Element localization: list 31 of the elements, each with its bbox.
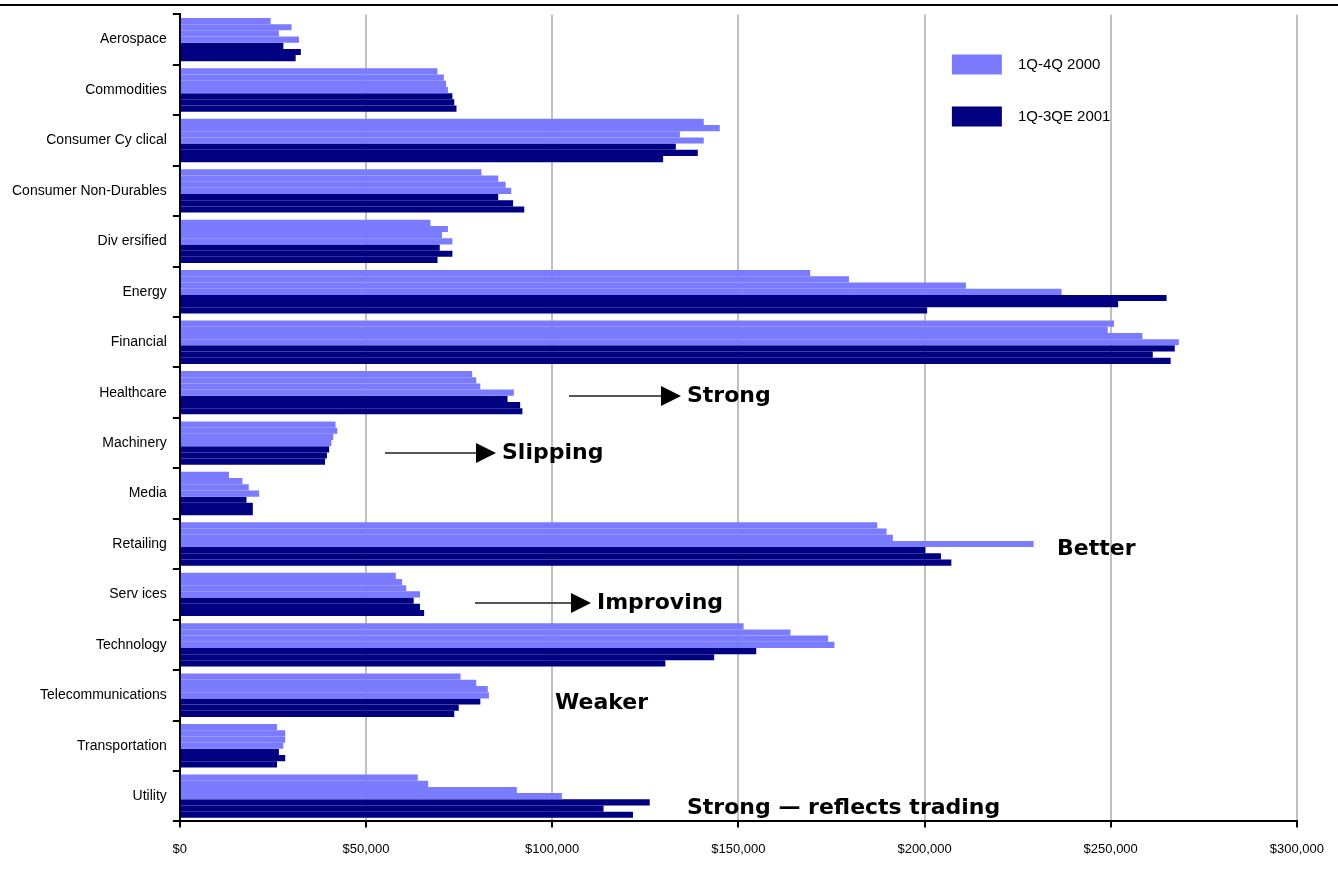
y-tick-label: Telecommunications (40, 686, 167, 703)
y-tick-label: Div ersified (97, 232, 167, 249)
x-tick-label: $100,000 (525, 840, 580, 856)
y-tick-label: Retailing (112, 534, 167, 551)
y-tick-label: Healthcare (99, 383, 168, 400)
y-tick-label: Financial (110, 333, 167, 350)
x-tick-label: $50,000 (342, 840, 390, 856)
y-tick-label: Commodities (85, 80, 167, 97)
y-tick-label: Transportation (77, 736, 167, 753)
x-tick-label: $0 (172, 840, 188, 856)
annotation: Strong (687, 381, 771, 407)
y-tick-label: Serv ices (109, 585, 167, 602)
annotation: Improving (597, 588, 724, 614)
annotation: Strong — reflects trading (687, 793, 1001, 819)
legend-label: 1Q-3QE 2001 (1017, 106, 1111, 124)
y-tick-label: Utility (132, 787, 167, 804)
y-tick-label: Technology (96, 635, 167, 652)
y-tick-label: Consumer Cy clical (46, 131, 167, 148)
y-tick-label: Consumer Non-Durables (12, 181, 167, 198)
x-tick-label: $250,000 (1083, 840, 1138, 856)
y-tick-label: Media (128, 484, 168, 501)
annotation: Slipping (502, 438, 604, 464)
y-tick-label: Energy (122, 282, 167, 299)
legend-label: 1Q-4Q 2000 (1017, 54, 1101, 72)
y-tick-label: Aerospace (99, 30, 168, 47)
x-tick-label: $150,000 (711, 840, 766, 856)
annotation: Weaker (555, 688, 649, 714)
annotation: Better (1057, 534, 1136, 560)
y-tick-label: Machinery (102, 433, 167, 450)
x-tick-label: $200,000 (897, 840, 952, 856)
x-tick-label: $300,000 (1269, 840, 1325, 856)
